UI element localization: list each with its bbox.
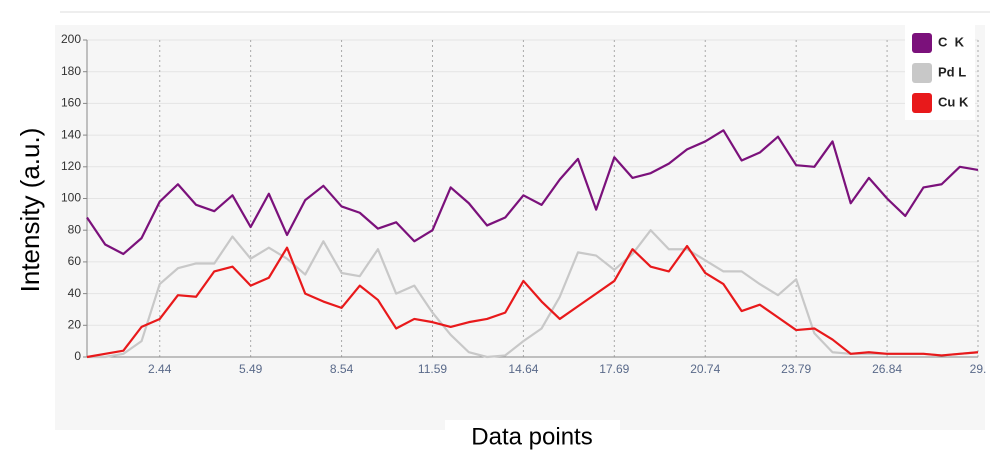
y-tick-label: 160 [61, 96, 81, 110]
legend-label: C K [938, 34, 965, 49]
x-tick-label: 2.44 [148, 362, 172, 376]
y-axis-label: Intensity (a.u.) [15, 128, 45, 293]
legend-label: Pd L [938, 64, 966, 79]
y-tick-label: 200 [61, 32, 81, 46]
x-tick-label: 14.64 [508, 362, 538, 376]
x-axis-label: Data points [471, 423, 592, 450]
y-tick-label: 60 [68, 254, 82, 268]
y-tick-label: 0 [74, 349, 81, 363]
legend-swatch [912, 33, 932, 53]
y-label-box [8, 105, 50, 315]
x-label-box [445, 420, 620, 457]
y-tick-label: 180 [61, 64, 81, 78]
x-tick-label: 23.79 [781, 362, 811, 376]
legend-label: Cu K [938, 94, 969, 109]
series-line [86, 129, 979, 256]
y-tick-label: 140 [61, 127, 81, 141]
x-tick-label: 8.54 [330, 362, 354, 376]
legend-swatch [912, 63, 932, 83]
y-tick-label: 120 [61, 159, 81, 173]
x-tick-label: 17.69 [599, 362, 629, 376]
series-line [86, 244, 979, 359]
x-tick-label: 5.49 [239, 362, 263, 376]
x-tick-label: 29. [970, 362, 987, 376]
x-tick-label: 11.59 [418, 362, 447, 376]
y-tick-label: 80 [68, 222, 82, 236]
x-tick-label: 20.74 [690, 362, 720, 376]
y-tick-label: 40 [68, 286, 82, 300]
plot-background [55, 25, 985, 430]
y-tick-label: 20 [68, 317, 82, 331]
series-line [87, 229, 979, 359]
y-tick-label: 100 [61, 191, 81, 205]
legend-swatch [912, 93, 932, 113]
x-tick-label: 26.84 [872, 362, 902, 376]
